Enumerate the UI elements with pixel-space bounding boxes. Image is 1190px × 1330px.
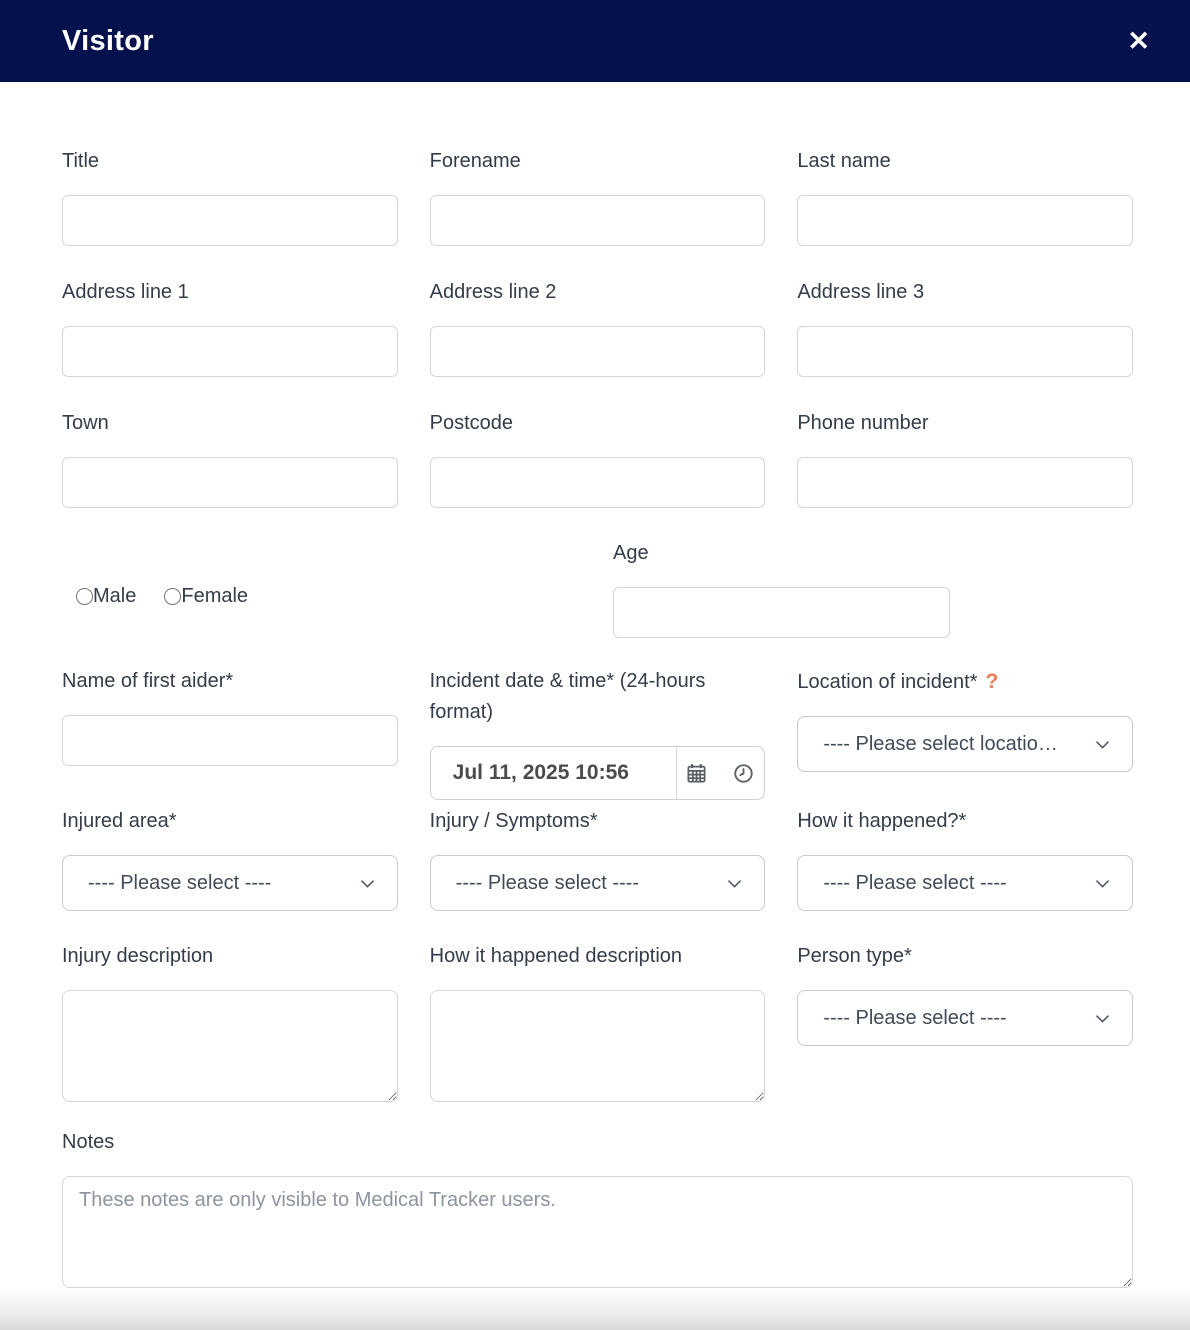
modal-title: Visitor bbox=[62, 24, 154, 57]
injured-area-select[interactable]: ---- Please select ---- bbox=[62, 855, 398, 911]
injury-description-label: Injury description bbox=[62, 945, 214, 967]
incident-datetime-input[interactable] bbox=[430, 747, 677, 799]
clock-icon[interactable] bbox=[732, 762, 755, 785]
chevron-down-icon bbox=[358, 874, 377, 893]
close-button[interactable]: ✕ bbox=[1121, 22, 1156, 61]
chevron-down-icon bbox=[1093, 874, 1112, 893]
location-label: Location of incident*? bbox=[797, 666, 1133, 698]
how-happened-description-textarea[interactable] bbox=[429, 990, 766, 1102]
location-select[interactable]: ---- Please select locatio… bbox=[797, 716, 1133, 772]
chevron-down-icon bbox=[1093, 735, 1112, 754]
date-icon-area bbox=[677, 747, 765, 799]
female-radio[interactable] bbox=[164, 587, 182, 605]
address3-label: Address line 3 bbox=[797, 281, 925, 303]
incident-datetime-group bbox=[429, 746, 766, 800]
last-name-input[interactable] bbox=[797, 195, 1133, 246]
person-type-select-value: ---- Please select ---- bbox=[823, 1006, 1007, 1029]
town-input[interactable] bbox=[62, 457, 398, 508]
address2-input[interactable] bbox=[429, 326, 766, 377]
page-bottom-shadow bbox=[0, 1288, 1190, 1330]
injured-area-select-value: ---- Please select ---- bbox=[88, 871, 272, 894]
male-radio-label: Male bbox=[93, 585, 137, 607]
age-input[interactable] bbox=[613, 587, 950, 638]
notes-field: Notes bbox=[62, 1127, 1133, 1288]
how-happened-description-label: How it happened description bbox=[429, 945, 683, 967]
person-type-label: Person type* bbox=[797, 945, 912, 967]
close-icon: ✕ bbox=[1127, 25, 1150, 56]
male-radio-option[interactable]: Male bbox=[76, 586, 136, 606]
postcode-label: Postcode bbox=[429, 412, 514, 434]
row-descriptions: Injury description How it happened descr… bbox=[62, 941, 1133, 1102]
how-happened-select[interactable]: ---- Please select ---- bbox=[797, 855, 1133, 911]
town-label: Town bbox=[62, 412, 109, 434]
female-radio-label: Female bbox=[181, 585, 249, 607]
form-content: Title Forename Last name Address line 1 … bbox=[0, 146, 1190, 1288]
row-injury-selects: Injured area* ---- Please select ---- In… bbox=[62, 806, 1133, 911]
phone-label: Phone number bbox=[797, 412, 929, 434]
forename-input[interactable] bbox=[429, 195, 766, 246]
title-input[interactable] bbox=[62, 195, 398, 246]
row-town: Town Postcode Phone number bbox=[62, 408, 1133, 508]
chevron-down-icon bbox=[1093, 1009, 1112, 1028]
first-aider-label: Name of first aider* bbox=[62, 670, 234, 692]
chevron-down-icon bbox=[725, 874, 744, 893]
notes-label: Notes bbox=[62, 1131, 115, 1153]
phone-input[interactable] bbox=[797, 457, 1133, 508]
calendar-icon[interactable] bbox=[685, 762, 708, 785]
injury-symptoms-select[interactable]: ---- Please select ---- bbox=[429, 855, 766, 911]
row-address: Address line 1 Address line 2 Address li… bbox=[62, 277, 1133, 377]
last-name-label: Last name bbox=[797, 150, 891, 172]
modal-header: Visitor ✕ bbox=[0, 0, 1190, 82]
first-aider-input[interactable] bbox=[62, 715, 398, 766]
help-icon[interactable]: ? bbox=[985, 670, 999, 693]
incident-datetime-label: Incident date & time* (24-hours format) bbox=[429, 670, 706, 723]
injury-description-textarea[interactable] bbox=[62, 990, 398, 1102]
row-incident: Name of first aider* Incident date & tim… bbox=[62, 666, 1133, 800]
row-name: Title Forename Last name bbox=[62, 146, 1133, 246]
female-radio-option[interactable]: Female bbox=[164, 586, 248, 606]
injury-symptoms-label: Injury / Symptoms* bbox=[429, 810, 598, 832]
male-radio[interactable] bbox=[76, 587, 93, 605]
address3-input[interactable] bbox=[797, 326, 1133, 377]
gender-radio-group: Male Female bbox=[62, 538, 248, 638]
address1-label: Address line 1 bbox=[62, 281, 189, 303]
how-happened-select-value: ---- Please select ---- bbox=[823, 871, 1007, 894]
row-gender-age: Male Female Age bbox=[62, 538, 1133, 638]
person-type-select[interactable]: ---- Please select ---- bbox=[797, 990, 1133, 1046]
age-field: Age bbox=[613, 538, 950, 638]
address1-input[interactable] bbox=[62, 326, 398, 377]
age-label: Age bbox=[613, 542, 649, 564]
address2-label: Address line 2 bbox=[429, 281, 557, 303]
forename-label: Forename bbox=[429, 150, 521, 172]
injured-area-label: Injured area* bbox=[62, 810, 177, 832]
postcode-input[interactable] bbox=[429, 457, 766, 508]
notes-textarea[interactable] bbox=[62, 1176, 1133, 1288]
how-happened-label: How it happened?* bbox=[797, 810, 967, 832]
injury-symptoms-select-value: ---- Please select ---- bbox=[455, 871, 640, 894]
location-select-value: ---- Please select locatio… bbox=[823, 732, 1058, 755]
title-label: Title bbox=[62, 150, 100, 172]
location-label-text: Location of incident* bbox=[797, 671, 978, 693]
